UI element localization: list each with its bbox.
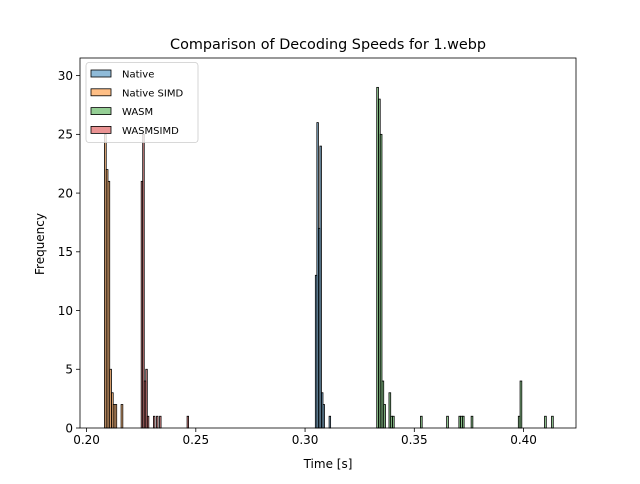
y-tick-label: 5 (65, 363, 73, 377)
histogram-bar (519, 380, 523, 429)
x-axis-label: Time [s] (303, 457, 353, 471)
x-tick-label: 0.20 (73, 433, 100, 447)
histogram-bar (319, 145, 322, 429)
legend-label: Native (122, 70, 154, 81)
legend-swatch (90, 107, 112, 115)
histogram-bar (470, 415, 474, 429)
chart-title: Comparison of Decoding Speeds for 1.webp (170, 37, 486, 53)
legend-swatch (90, 88, 112, 97)
y-tick-label: 10 (58, 304, 73, 318)
x-tick-label: 0.30 (292, 433, 319, 447)
histogram-bar (322, 404, 325, 429)
y-tick-label: 20 (58, 186, 73, 200)
legend-swatch (90, 126, 112, 134)
histogram-bar (461, 415, 465, 429)
legend-label: WASMSIMD (122, 126, 179, 137)
histogram-bar (153, 415, 156, 429)
legend-box (85, 62, 199, 143)
histogram-bar (392, 415, 395, 429)
histogram-bar (551, 415, 554, 429)
histogram-bar (186, 415, 190, 429)
y-tick-label: 15 (58, 245, 73, 259)
legend: Native Native SIMD WASM WASMSIMD (85, 62, 199, 143)
histogram-bar (146, 415, 150, 429)
legend-swatch (90, 69, 112, 78)
y-tick-label: 25 (58, 128, 73, 142)
y-tick-label: 0 (65, 421, 73, 435)
plot-frame (79, 57, 577, 429)
histogram-bar (114, 404, 118, 429)
histogram-bar (328, 415, 332, 429)
histogram-bar (420, 415, 423, 429)
legend-label: WASM (122, 107, 153, 118)
histogram-bar (383, 404, 386, 429)
legend-label: Native SIMD (122, 88, 183, 99)
histogram-bar (156, 415, 159, 429)
axes-layer: 0.20 0.25 0.30 0.35 0.40 0 5 10 15 20 25 30 (58, 57, 577, 447)
x-tick-label: 0.35 (401, 433, 428, 447)
histogram-bar (544, 415, 547, 429)
y-tick-label: 30 (58, 69, 73, 83)
histogram-bar (159, 415, 162, 429)
histogram-bar (446, 415, 449, 429)
histogram-bar (120, 404, 124, 429)
x-tick-label: 0.25 (182, 433, 209, 447)
x-tick-label: 0.40 (510, 433, 537, 447)
y-axis-label: Frequency (33, 213, 47, 275)
